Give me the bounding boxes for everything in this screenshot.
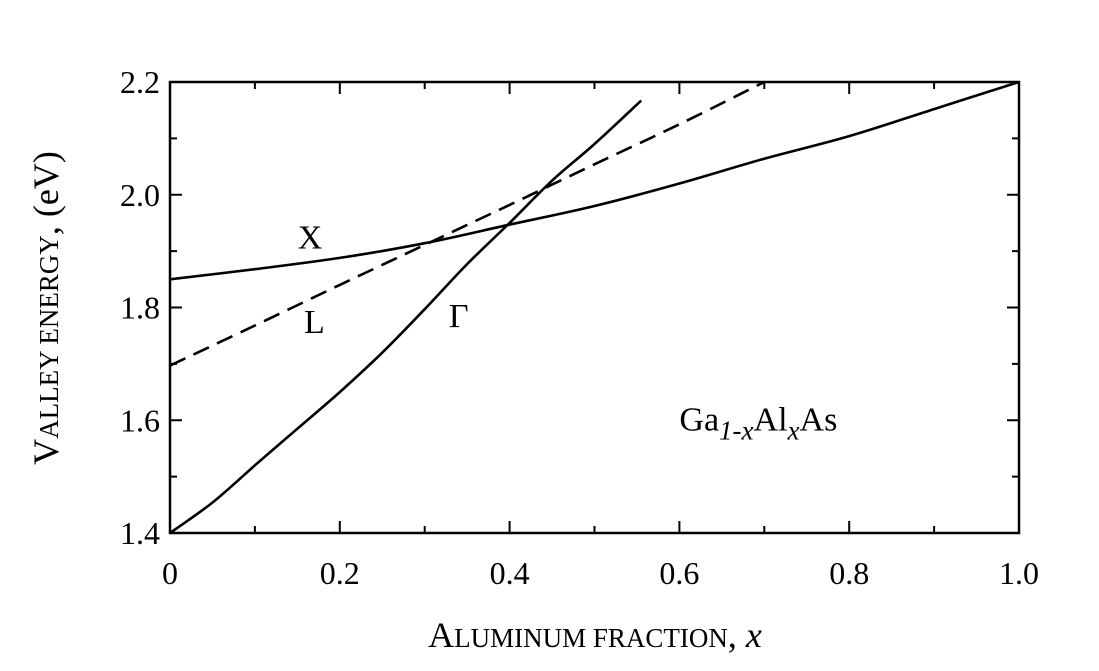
y-axis-title-smallcaps: ALLEY ENERGY bbox=[34, 235, 64, 439]
x-tick-label: 0 bbox=[162, 555, 178, 591]
plot-frame bbox=[168, 80, 1021, 535]
y-tick-labels: 1.4 1.6 1.8 2.0 2.2 bbox=[120, 64, 160, 551]
formula-element: Ga bbox=[679, 401, 719, 438]
x-tick-label: 1.0 bbox=[999, 555, 1039, 591]
y-axis-title: VALLEY ENERGY, (eV) bbox=[26, 151, 66, 465]
curve-labels: X L Γ bbox=[298, 219, 469, 341]
curve-label: L bbox=[304, 304, 325, 341]
series-curves bbox=[169, 80, 1020, 535]
formula-subscript: x bbox=[787, 415, 800, 445]
formula-element: As bbox=[800, 401, 838, 438]
y-tick-label: 1.6 bbox=[120, 402, 160, 438]
axis-ticks bbox=[169, 81, 1020, 534]
x-tick-label: 0.2 bbox=[320, 555, 360, 591]
curve-label: X bbox=[298, 219, 323, 256]
y-axis-title-initial: V bbox=[26, 439, 66, 465]
formula-element: Al bbox=[754, 401, 788, 438]
y-tick-label: 1.4 bbox=[120, 515, 160, 551]
y-axis-title-suffix: , (eV) bbox=[26, 151, 66, 235]
gamma-valley-curve bbox=[169, 99, 643, 535]
x-axis-title-initial: A bbox=[428, 615, 454, 655]
material-formula: Ga1-xAlxAs bbox=[679, 401, 837, 445]
x-axis-title-suffix: , bbox=[728, 615, 746, 655]
y-tick-label: 2.2 bbox=[120, 64, 160, 100]
x-axis-title-smallcaps: LUMINUM FRACTION bbox=[454, 623, 728, 653]
x-axis-variable: x bbox=[745, 615, 762, 655]
l-valley-curve bbox=[169, 80, 765, 367]
y-tick-label: 2.0 bbox=[120, 177, 160, 213]
x-tick-label: 0.6 bbox=[659, 555, 699, 591]
y-tick-label: 1.8 bbox=[120, 290, 160, 326]
x-tick-label: 0.8 bbox=[829, 555, 869, 591]
curve-label: Γ bbox=[449, 298, 469, 335]
x-tick-label: 0.4 bbox=[490, 555, 530, 591]
x-tick-labels: 0 0.2 0.4 0.6 0.8 1.0 bbox=[162, 555, 1039, 591]
formula-subscript: 1-x bbox=[719, 415, 753, 445]
x-axis-title: ALUMINUM FRACTION, x bbox=[428, 615, 762, 655]
x-valley-curve bbox=[169, 80, 1020, 281]
